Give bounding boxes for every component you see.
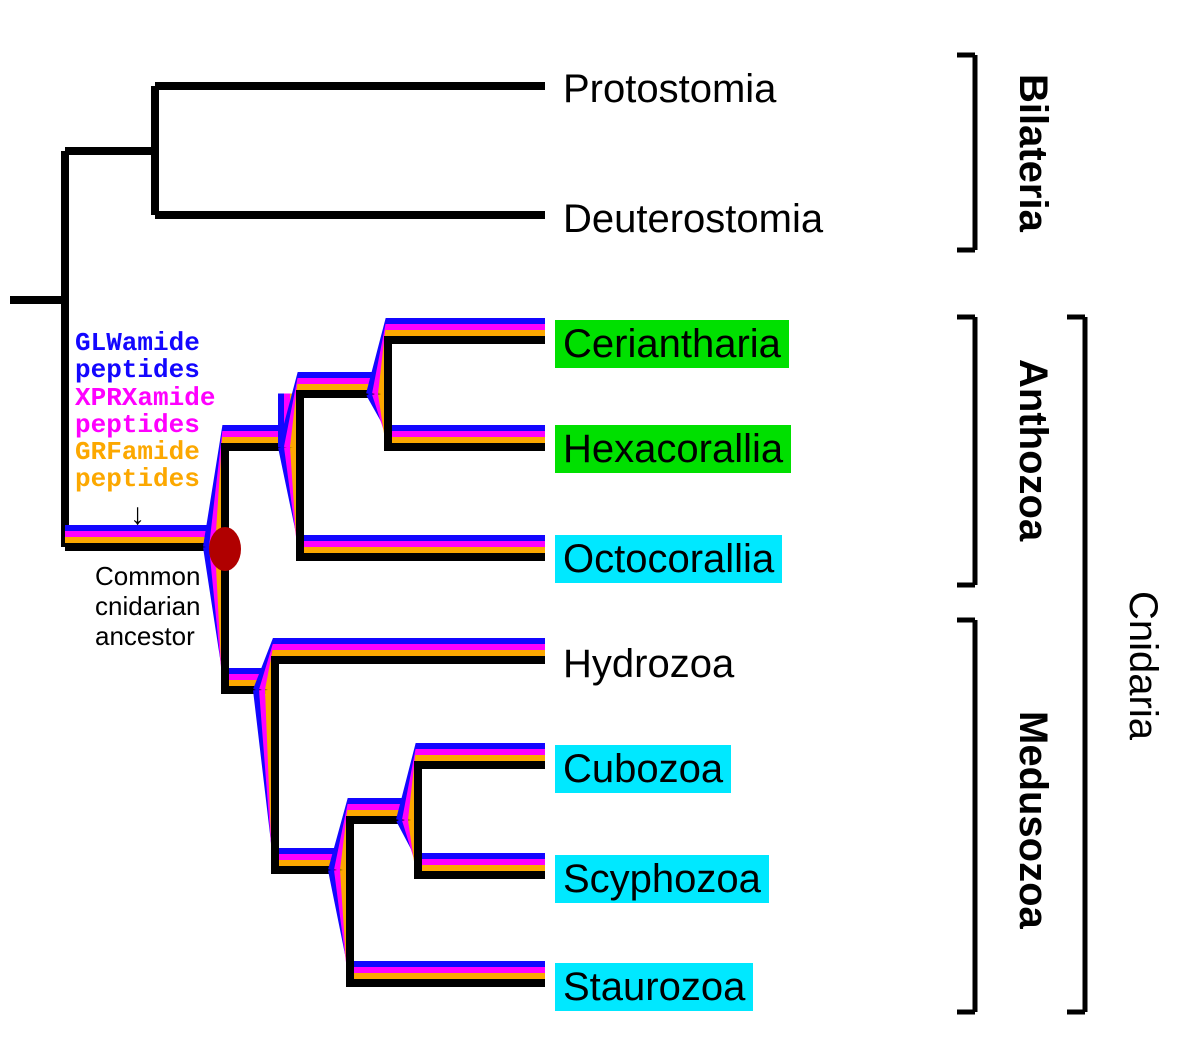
clade-bilateria: Bilateria — [1010, 55, 1055, 250]
taxon-staurozoa: Staurozoa — [555, 963, 753, 1011]
common-ancestor-label: Common cnidarian ancestor — [95, 562, 201, 652]
clade-cnidaria: Cnidaria — [1120, 320, 1165, 1010]
clade-medusozoa: Medusozoa — [1010, 625, 1055, 1015]
peptide-legend-line: GLWamide — [75, 330, 215, 357]
peptide-legend-line: GRFamide — [75, 439, 215, 466]
taxon-octocorallia: Octocorallia — [555, 535, 782, 583]
peptide-legend: GLWamidepeptidesXPRXamidepeptidesGRFamid… — [75, 330, 215, 494]
taxon-deuterostomia: Deuterostomia — [555, 195, 831, 243]
ancestor-line2: cnidarian — [95, 592, 201, 622]
taxon-hexacorallia: Hexacorallia — [555, 425, 791, 473]
arrow-down: ↓ — [130, 500, 145, 530]
taxon-protostomia: Protostomia — [555, 65, 784, 113]
clade-anthozoa: Anthozoa — [1010, 320, 1055, 580]
peptide-legend-line: XPRXamide — [75, 385, 215, 412]
taxon-ceriantharia: Ceriantharia — [555, 320, 789, 368]
ancestor-line1: Common — [95, 562, 201, 592]
peptide-legend-line: peptides — [75, 466, 215, 493]
peptide-legend-line: peptides — [75, 412, 215, 439]
taxon-scyphozoa: Scyphozoa — [555, 855, 769, 903]
peptide-legend-line: peptides — [75, 357, 215, 384]
ancestor-line3: ancestor — [95, 622, 201, 652]
taxon-hydrozoa: Hydrozoa — [555, 640, 742, 688]
taxon-cubozoa: Cubozoa — [555, 745, 731, 793]
